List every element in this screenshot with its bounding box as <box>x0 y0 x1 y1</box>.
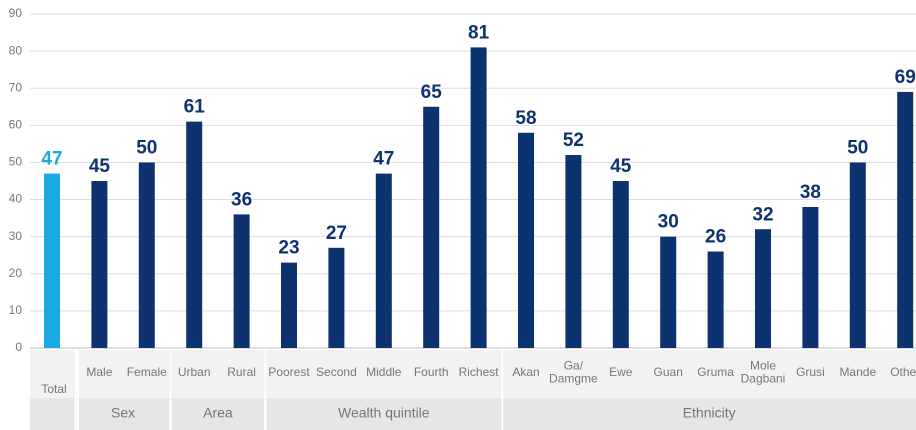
bar <box>660 236 677 348</box>
bar <box>707 251 724 348</box>
group-label: Ethnicity <box>683 405 736 421</box>
value-label: 36 <box>231 189 252 210</box>
bar <box>91 181 108 348</box>
value-label: 52 <box>563 130 584 151</box>
x-tick-label: Grusi <box>796 365 825 379</box>
value-label: 47 <box>373 149 394 170</box>
x-tick-label: Other <box>890 365 916 379</box>
x-tick-label: Poorest <box>268 365 310 379</box>
group-label: Area <box>203 405 233 421</box>
bar <box>565 155 582 348</box>
value-label: 50 <box>847 137 868 158</box>
bar <box>281 262 297 348</box>
x-tick-label: Mande <box>839 365 876 379</box>
value-label: 23 <box>278 238 299 259</box>
bar <box>755 229 771 348</box>
y-tick-label: 70 <box>9 80 23 94</box>
value-label: 45 <box>89 156 111 177</box>
bar <box>375 173 392 348</box>
bar <box>328 247 345 348</box>
bar <box>186 121 203 348</box>
value-label: 50 <box>136 137 157 158</box>
bar <box>138 162 155 348</box>
x-tick-label: Fourth <box>414 365 449 379</box>
bar <box>612 181 629 348</box>
x-tick-label: Guan <box>654 365 683 379</box>
value-label: 27 <box>326 223 347 244</box>
y-tick-label: 50 <box>9 155 23 169</box>
x-tick-label: Gruma <box>697 365 734 379</box>
y-tick-label: 80 <box>9 43 23 57</box>
x-tick-label: Rural <box>227 365 256 379</box>
value-label: 65 <box>421 82 443 103</box>
x-tick-label: Akan <box>512 365 539 379</box>
group-label: Wealth quintile <box>338 405 430 421</box>
value-label: 47 <box>41 149 62 170</box>
bar <box>802 206 819 348</box>
x-tick-label: Total <box>41 382 66 396</box>
category-row <box>30 350 916 398</box>
y-tick-label: 10 <box>9 303 23 317</box>
y-tick-label: 90 <box>9 6 23 20</box>
group-label: Sex <box>111 405 135 421</box>
y-tick-label: 30 <box>9 229 23 243</box>
x-tick-label: Female <box>127 365 167 379</box>
x-tick-label: Ga/Damgme <box>549 359 598 386</box>
bar <box>470 47 487 349</box>
x-tick-label: Middle <box>366 365 402 379</box>
value-label: 30 <box>658 212 679 233</box>
group-row <box>30 398 916 430</box>
x-tick-label: Richest <box>459 365 500 379</box>
value-label: 81 <box>468 22 490 43</box>
bar <box>849 162 866 348</box>
y-tick-label: 0 <box>15 340 22 354</box>
value-label: 26 <box>705 227 726 248</box>
x-tick-label: Urban <box>178 365 211 379</box>
y-tick-label: 20 <box>9 266 23 280</box>
x-tick-label: Mole Dagbani <box>741 359 786 386</box>
bar <box>233 214 250 348</box>
value-label: 45 <box>610 156 632 177</box>
x-tick-label: Second <box>316 365 357 379</box>
y-tick-label: 40 <box>9 192 23 206</box>
bar <box>518 132 534 348</box>
x-tick-label: Male <box>86 365 112 379</box>
value-label: 58 <box>515 108 536 129</box>
value-label: 32 <box>752 204 773 225</box>
value-label: 38 <box>800 182 821 203</box>
value-label: 61 <box>184 97 206 118</box>
bar <box>44 173 60 348</box>
bar <box>423 106 440 349</box>
x-tick-label: Ewe <box>609 365 633 379</box>
bar <box>897 91 914 348</box>
y-tick-label: 60 <box>9 118 23 132</box>
value-label: 69 <box>895 67 916 88</box>
